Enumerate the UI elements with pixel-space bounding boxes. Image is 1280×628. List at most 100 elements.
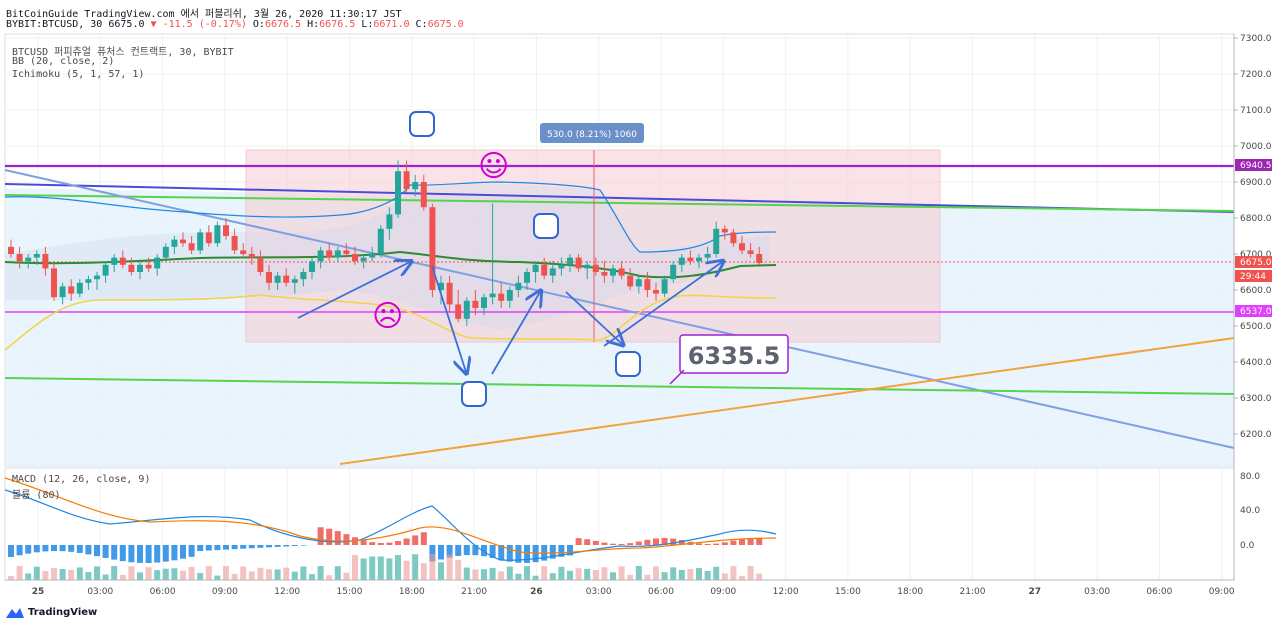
candle-body (326, 250, 333, 258)
macd-bar (567, 545, 573, 556)
macd-bar (481, 545, 487, 557)
candle-body (360, 257, 367, 262)
macd-bar (463, 545, 470, 556)
candle-body (214, 225, 221, 244)
macd-tick-label: 40.0 (1240, 506, 1260, 516)
callout-pointer (669, 369, 685, 385)
volume-bar (188, 566, 195, 580)
annotation-arrows (297, 262, 722, 374)
macd-histogram (8, 527, 763, 580)
macd-bar (334, 531, 341, 545)
callout-text: 6335.5 (688, 342, 781, 370)
macd-bar (76, 545, 83, 553)
volume-bar (145, 567, 152, 580)
volume-bar (730, 566, 737, 580)
volume-legend: 볼륨 (80) (12, 490, 61, 501)
macd-bar (317, 527, 324, 545)
candle-body (506, 290, 513, 301)
volume-bar (76, 567, 83, 580)
price-badge-label: 6675.0 (1240, 258, 1272, 268)
macd-bar (420, 532, 427, 545)
volume-bar (721, 573, 728, 580)
macd-bar (575, 538, 582, 545)
macd-bar (205, 545, 212, 551)
macd-legend: MACD (12, 26, close, 9) (12, 474, 151, 485)
macd-bar (386, 542, 393, 545)
pointing-hand-icon (615, 351, 641, 377)
candle-body (274, 275, 281, 283)
macd-bar (188, 545, 195, 557)
candle-body (102, 264, 109, 276)
macd-bar (661, 538, 668, 545)
candle-body (481, 297, 487, 308)
price-badge-label: 29:44 (1240, 272, 1266, 282)
macd-bar (214, 545, 221, 551)
time-tick-label: 03:00 (586, 587, 612, 597)
volume-bar (558, 566, 565, 580)
volume-bar (377, 556, 384, 580)
candle-body (377, 228, 384, 254)
macd-bar (240, 545, 247, 549)
volume-bar (610, 572, 616, 580)
candle-body (16, 254, 23, 262)
arrow-2 (431, 265, 466, 372)
candle-body (644, 279, 651, 290)
candle-body (59, 286, 66, 298)
macd-bar (377, 542, 384, 545)
candle-body (309, 261, 315, 272)
volume-bar (627, 574, 634, 580)
candle-body (266, 272, 272, 283)
candle-body (489, 293, 496, 298)
candle-body (51, 268, 57, 298)
macd-bar (610, 543, 616, 545)
open-value: 6676.5 (264, 19, 302, 30)
volume-bar (549, 573, 556, 580)
time-tick-label: 12:00 (773, 587, 799, 597)
descending-trendline-green (4, 194, 1235, 212)
volume-bar (352, 555, 358, 580)
volume-bar (240, 566, 247, 580)
macd-bar (601, 542, 608, 545)
volume-bar (420, 563, 427, 580)
tradingview-logo[interactable]: TradingView (6, 606, 97, 618)
candle-body (137, 264, 143, 272)
macd-bar (171, 545, 178, 561)
macd-bar (51, 545, 57, 552)
macd-bar (549, 545, 556, 559)
volume-bar (231, 573, 238, 580)
volume-bar (85, 572, 92, 580)
time-tick-label: 06:00 (1146, 587, 1172, 597)
arrow-5 (603, 262, 722, 347)
price-tick-label: 6500.0 (1240, 322, 1272, 332)
macd-bar (653, 538, 659, 545)
macd-bar (696, 543, 702, 545)
price-badge (1235, 159, 1272, 171)
volume-bar (532, 575, 539, 580)
macd-signal-line (4, 477, 777, 554)
volume-bar (412, 554, 419, 580)
candle-body (85, 279, 92, 283)
volume-bar (644, 574, 651, 580)
price-tick-label: 7100.0 (1240, 106, 1272, 116)
macd-bar (85, 545, 92, 555)
candle-body (524, 272, 530, 283)
measure-label-bg (540, 123, 644, 143)
macd-bar (429, 545, 436, 562)
volume-bar (739, 575, 745, 580)
volume-bar (154, 570, 161, 580)
high-label: H: (307, 19, 320, 30)
candle-body (223, 225, 229, 236)
candle-body (317, 250, 324, 262)
macd-tick-label: 0.0 (1240, 541, 1255, 551)
time-tick-label: 03:00 (87, 587, 113, 597)
candles (8, 160, 763, 326)
volume-bar (223, 566, 229, 580)
time-tick-label: 03:00 (1084, 587, 1110, 597)
macd-bar (627, 543, 634, 545)
candle-body (188, 243, 195, 251)
low-value: 6671.0 (373, 19, 410, 30)
candle-body (653, 290, 659, 294)
range-box (245, 149, 941, 343)
candle-body (162, 246, 169, 258)
